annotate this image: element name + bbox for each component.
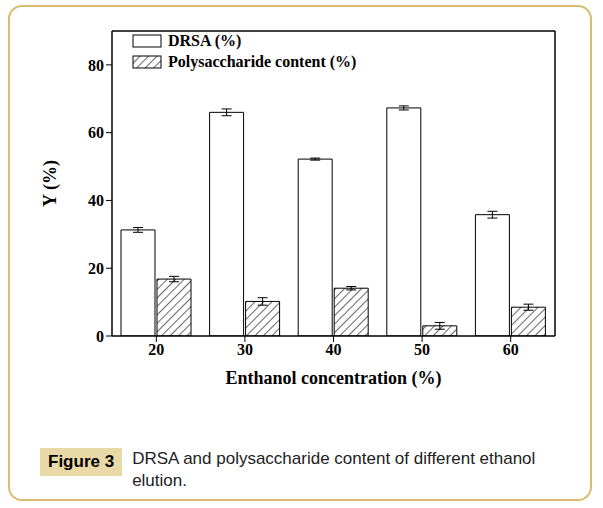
svg-text:20: 20: [88, 260, 104, 277]
html-text:DRSA (%): DRSA (%): [168, 32, 242, 49]
svg-text:50: 50: [414, 341, 430, 358]
svg-text:80: 80: [88, 57, 104, 74]
svg-text:20: 20: [148, 341, 164, 358]
html-text:Figure 3: Figure 3: [48, 452, 115, 471]
svg-text:40: 40: [326, 341, 342, 358]
svg-text:60: 60: [503, 341, 519, 358]
svg-text:60: 60: [88, 124, 104, 141]
svg-text:Y (%): Y (%): [40, 160, 61, 207]
svg-text:40: 40: [88, 192, 104, 209]
svg-text:0: 0: [96, 328, 104, 345]
html-text:Polysaccharide content (%): Polysaccharide content (%): [168, 53, 357, 70]
html-text:DRSA and polysaccharide conten: DRSA and polysaccharide content of diffe…: [132, 449, 536, 490]
svg-text:Enthanol concentration (%): Enthanol concentration (%): [226, 368, 442, 389]
svg-text:30: 30: [237, 341, 253, 358]
